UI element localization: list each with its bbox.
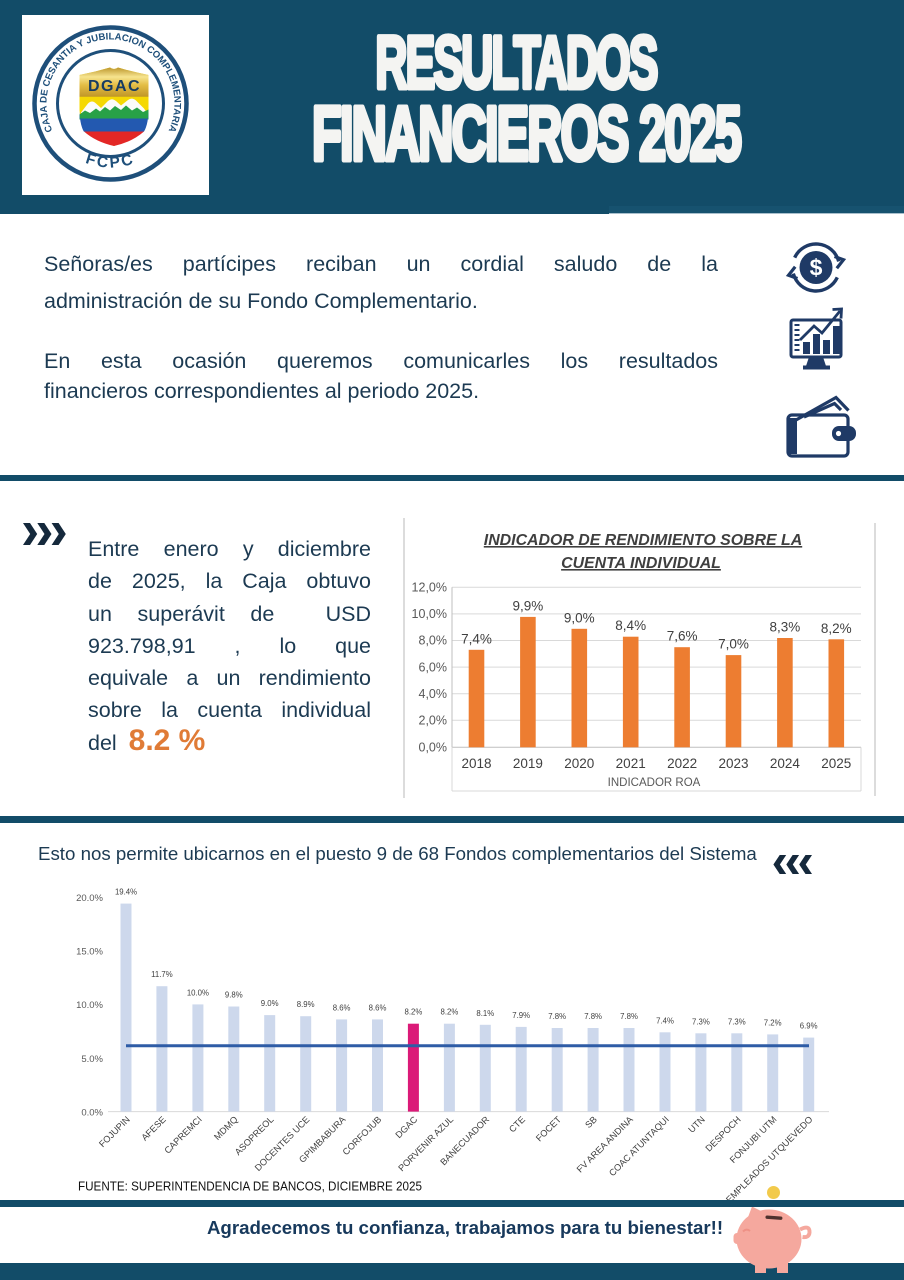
- svg-text:20.0%: 20.0%: [76, 893, 103, 904]
- svg-text:CAPREMCI: CAPREMCI: [162, 1114, 203, 1155]
- svg-text:2019: 2019: [513, 756, 543, 771]
- svg-text:$: $: [810, 255, 823, 281]
- svg-text:5.0%: 5.0%: [81, 1054, 103, 1065]
- svg-text:12,0%: 12,0%: [412, 581, 447, 595]
- svg-text:INDICADOR DE RENDIMIENTO SOBRE: INDICADOR DE RENDIMIENTO SOBRE LA: [484, 532, 802, 549]
- svg-text:8,0%: 8,0%: [419, 634, 448, 648]
- svg-text:CUENTA INDIVIDUAL: CUENTA INDIVIDUAL: [561, 555, 721, 572]
- svg-text:7.8%: 7.8%: [620, 1012, 638, 1021]
- svg-text:FCPC: FCPC: [84, 150, 137, 171]
- svg-text:10.0%: 10.0%: [76, 1000, 103, 1011]
- svg-text:19.4%: 19.4%: [115, 888, 137, 897]
- svg-text:2022: 2022: [667, 756, 697, 771]
- svg-text:7.3%: 7.3%: [692, 1017, 710, 1026]
- svg-text:8.6%: 8.6%: [333, 1003, 351, 1012]
- svg-text:11.7%: 11.7%: [151, 970, 173, 979]
- svg-text:15.0%: 15.0%: [76, 947, 103, 958]
- svg-text:8,3%: 8,3%: [770, 620, 801, 635]
- svg-text:7,0%: 7,0%: [718, 637, 749, 652]
- svg-text:7,6%: 7,6%: [667, 629, 698, 644]
- svg-text:10.0%: 10.0%: [187, 988, 209, 997]
- svg-text:MDMQ: MDMQ: [212, 1114, 240, 1142]
- svg-text:9.0%: 9.0%: [261, 999, 279, 1008]
- svg-text:7.9%: 7.9%: [512, 1011, 530, 1020]
- svg-text:COAC ATUNTAQUI: COAC ATUNTAQUI: [607, 1114, 671, 1178]
- svg-text:0,0%: 0,0%: [419, 741, 448, 755]
- svg-text:8.9%: 8.9%: [297, 1000, 315, 1009]
- svg-text:7,4%: 7,4%: [461, 631, 492, 646]
- svg-text:7.2%: 7.2%: [764, 1018, 782, 1027]
- svg-text:6.9%: 6.9%: [800, 1022, 818, 1031]
- svg-text:8.2%: 8.2%: [405, 1008, 423, 1017]
- svg-text:2018: 2018: [461, 756, 491, 771]
- svg-text:FOCET: FOCET: [534, 1114, 563, 1143]
- svg-text:6,0%: 6,0%: [419, 660, 448, 674]
- svg-text:FUENTE: SUPERINTENDENCIA DE B: FUENTE: SUPERINTENDENCIA DE BANCOS, DICI…: [78, 1179, 422, 1194]
- svg-text:2020: 2020: [564, 756, 594, 771]
- svg-text:9,9%: 9,9%: [513, 598, 544, 613]
- svg-text:2023: 2023: [718, 756, 748, 771]
- svg-text:FOJUPIN: FOJUPIN: [97, 1114, 132, 1149]
- svg-text:8.2%: 8.2%: [441, 1008, 459, 1017]
- svg-text:CTE: CTE: [507, 1114, 527, 1134]
- svg-text:UTN: UTN: [686, 1114, 706, 1134]
- svg-text:INDICADOR ROA: INDICADOR ROA: [608, 777, 701, 789]
- svg-text:8,2%: 8,2%: [821, 621, 852, 636]
- svg-text:8.6%: 8.6%: [369, 1003, 387, 1012]
- svg-text:8.1%: 8.1%: [476, 1009, 494, 1018]
- svg-text:9.8%: 9.8%: [225, 991, 243, 1000]
- svg-text:9,0%: 9,0%: [564, 610, 595, 625]
- svg-text:0.0%: 0.0%: [81, 1107, 103, 1118]
- svg-text:DGAC: DGAC: [393, 1114, 419, 1140]
- svg-text:CORFOJUB: CORFOJUB: [341, 1114, 384, 1157]
- svg-text:RESULTADOS: RESULTADOS: [375, 21, 657, 103]
- svg-text:7.3%: 7.3%: [728, 1017, 746, 1026]
- svg-text:AFESE: AFESE: [139, 1114, 167, 1142]
- svg-text:DGAC: DGAC: [88, 78, 141, 95]
- svg-text:FINANCIEROS 2025: FINANCIEROS 2025: [312, 91, 741, 177]
- svg-text:10,0%: 10,0%: [412, 607, 447, 621]
- svg-text:7.8%: 7.8%: [584, 1012, 602, 1021]
- svg-text:2025: 2025: [821, 756, 851, 771]
- svg-text:7.8%: 7.8%: [548, 1012, 566, 1021]
- svg-text:7.4%: 7.4%: [656, 1016, 674, 1025]
- svg-text:8,4%: 8,4%: [615, 618, 646, 633]
- svg-text:4,0%: 4,0%: [419, 687, 448, 701]
- svg-text:SB: SB: [583, 1114, 599, 1130]
- svg-text:2,0%: 2,0%: [419, 714, 448, 728]
- svg-text:2021: 2021: [616, 756, 646, 771]
- svg-text:2024: 2024: [770, 756, 801, 771]
